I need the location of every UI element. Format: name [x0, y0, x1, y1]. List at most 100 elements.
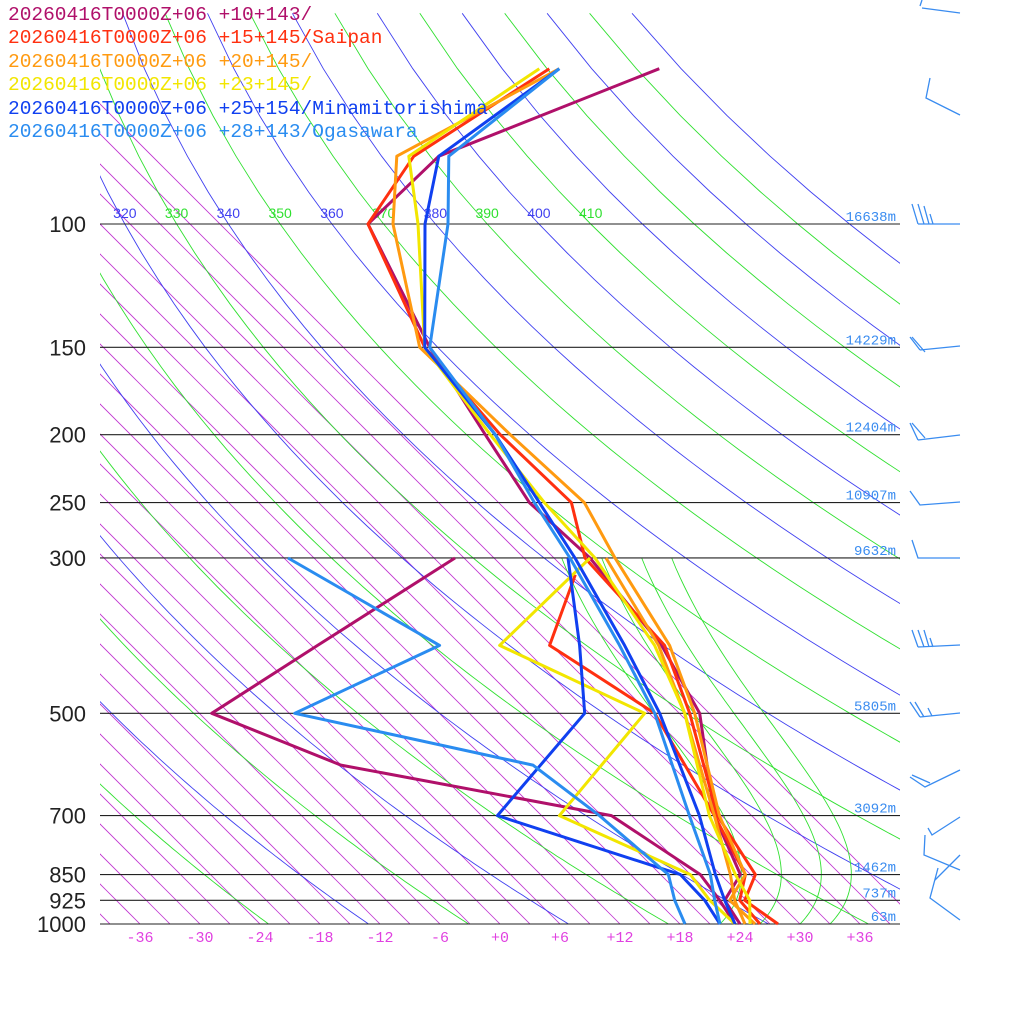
theta-label: 360: [320, 205, 344, 221]
height-label: 63m: [871, 910, 896, 926]
dry-adiabat-line: [249, 13, 900, 650]
dry-adiabat-line: [100, 783, 269, 924]
dry-adiabat-line: [207, 13, 900, 696]
pressure-label: 200: [49, 423, 86, 448]
wind-barb-icon: [923, 816, 961, 871]
isotherm-line: [100, 223, 801, 924]
pressure-label: 500: [49, 701, 86, 726]
temperature-tick-label: -36: [126, 930, 153, 947]
dry-adiabat-line: [100, 618, 469, 924]
isotherm-line: [100, 193, 831, 924]
dry-adiabat-line: [122, 13, 900, 791]
dry-adiabat-line: [100, 700, 369, 924]
wind-barb-icon: [909, 422, 961, 441]
dry-adiabat-line: [100, 272, 869, 924]
dry-adiabat-line: [100, 175, 900, 890]
wind-barb-icon: [919, 0, 961, 14]
pressure-label: 850: [49, 863, 86, 888]
dry-adiabat-line: [100, 450, 669, 924]
dewpoint-line: [287, 556, 687, 925]
temperature-line: [391, 67, 757, 926]
sounding-series: [391, 67, 757, 926]
height-label: 1462m: [854, 861, 896, 877]
height-label: 14229m: [846, 333, 896, 349]
temperature-tick-label: -12: [366, 930, 393, 947]
pressure-label: 700: [49, 804, 86, 829]
height-label: 16638m: [846, 210, 896, 226]
wind-barb-icon: [929, 854, 961, 921]
theta-label: 320: [113, 205, 137, 221]
isotherm-line: [100, 253, 771, 924]
temperature-tick-label: -24: [246, 930, 273, 947]
wind-barb-icon: [911, 629, 961, 648]
pressure-label: 100: [49, 212, 86, 237]
legend-entry: 20260416T0000Z+06 +23+145/: [8, 74, 313, 97]
wind-barb-icon: [911, 203, 960, 225]
dry-adiabat-line: [334, 13, 900, 560]
legend: 20260416T0000Z+06 +10+143/20260416T0000Z…: [8, 4, 488, 144]
isotherm-line: [100, 553, 471, 924]
isotherm-line: [100, 583, 441, 924]
wind-barb-icon: [909, 769, 961, 788]
isotherm-line: [100, 613, 411, 924]
pressure-label: 300: [49, 546, 86, 571]
dry-adiabat-line: [292, 13, 900, 605]
dewpoint-line: [498, 556, 737, 926]
isotherm-line: [100, 643, 381, 924]
sounding-series: [423, 67, 737, 925]
theta-label: 340: [217, 205, 241, 221]
sounding-series: [366, 67, 779, 926]
wind-barbs: [909, 0, 961, 921]
isotherm-line: [100, 433, 591, 924]
moist-adiabat-line: [601, 557, 782, 924]
sounding-series: [210, 67, 742, 925]
theta-label: 410: [579, 205, 603, 221]
temperature-tick-label: +12: [606, 930, 633, 947]
height-label: 3092m: [854, 802, 896, 818]
isotherm-line: [100, 343, 681, 924]
theta-label: 350: [268, 205, 292, 221]
dewpoint-line: [548, 574, 762, 925]
legend-entry: 20260416T0000Z+06 +20+145/: [8, 50, 313, 73]
dry-adiabat-line: [100, 363, 769, 924]
dry-adiabat-line: [164, 13, 900, 743]
dry-adiabat-line: [376, 13, 900, 516]
temperature-tick-label: +0: [491, 930, 509, 947]
temperature-tick-label: -30: [186, 930, 213, 947]
height-label: 9632m: [854, 544, 896, 560]
legend-entry: 20260416T0000Z+06 +25+154/Minamitorishim…: [8, 97, 488, 120]
temperature-line: [366, 67, 779, 926]
moist-adiabat-line: [671, 557, 852, 924]
isotherm-line: [100, 133, 891, 924]
temperature-tick-label: -6: [431, 930, 449, 947]
temperature-tick-label: +18: [666, 930, 693, 947]
dry-adiabat-line: [100, 534, 569, 924]
legend-entry: 20260416T0000Z+06 +28+143/Ogasawara: [8, 121, 418, 144]
wind-barb-icon: [909, 701, 961, 718]
isotherm-line: [100, 403, 621, 924]
isotherm-line: [100, 283, 741, 924]
isotherm-line: [100, 673, 351, 924]
temperature-tick-label: +30: [786, 930, 813, 947]
temperature-line: [366, 67, 742, 925]
temperature-tick-label: +24: [726, 930, 753, 947]
wind-barb-icon: [909, 336, 961, 353]
pressure-label: 250: [49, 491, 86, 516]
temperature-tick-label: +36: [846, 930, 873, 947]
isotherm-line: [100, 463, 561, 924]
isotherm-line: [100, 763, 261, 924]
height-label: 12404m: [846, 421, 896, 437]
legend-entry: 20260416T0000Z+06 +10+143/: [8, 4, 313, 26]
dry-adiabat-line: [100, 68, 900, 840]
temperature-tick-label: +6: [551, 930, 569, 947]
height-label: 737m: [862, 886, 896, 902]
isotherm-line: [100, 703, 321, 924]
legend-entry: 20260416T0000Z+06 +15+145/Saipan: [8, 27, 383, 50]
temperature-line: [407, 67, 752, 925]
theta-label: 390: [475, 205, 499, 221]
height-label: 5805m: [854, 699, 896, 715]
sounding-series: [287, 67, 722, 925]
isotherm-line: [100, 103, 900, 905]
isotherm-line: [100, 733, 291, 924]
theta-label: 380: [424, 205, 448, 221]
